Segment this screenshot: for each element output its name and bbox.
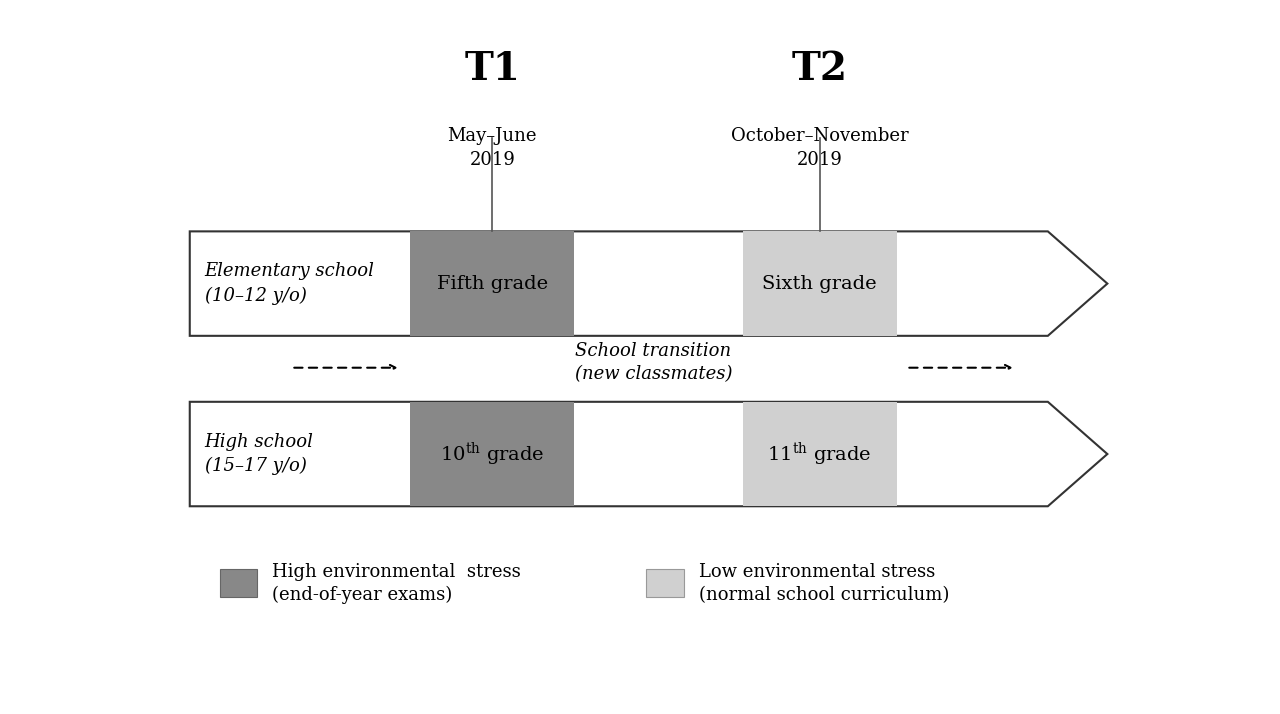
Text: Fifth grade: Fifth grade: [436, 275, 548, 293]
Text: High school
(15–17 y/o): High school (15–17 y/o): [205, 433, 314, 476]
Bar: [411, 231, 575, 336]
Text: Sixth grade: Sixth grade: [763, 275, 877, 293]
Text: October–November
2019: October–November 2019: [731, 127, 909, 169]
Bar: [742, 231, 896, 336]
Text: High environmental  stress
(end-of-year exams): High environmental stress (end-of-year e…: [273, 563, 521, 604]
Text: School transition
(new classmates): School transition (new classmates): [575, 342, 732, 383]
Text: 11$^{\mathregular{th}}$ grade: 11$^{\mathregular{th}}$ grade: [768, 440, 872, 468]
Bar: [220, 570, 257, 597]
Text: Elementary school
(10–12 y/o): Elementary school (10–12 y/o): [205, 262, 375, 305]
Polygon shape: [189, 402, 1107, 506]
Bar: [646, 570, 684, 597]
Bar: [411, 402, 575, 506]
Text: T1: T1: [465, 51, 520, 89]
Text: Low environmental stress
(normal school curriculum): Low environmental stress (normal school …: [699, 563, 948, 603]
Text: 10$^{\mathregular{th}}$ grade: 10$^{\mathregular{th}}$ grade: [440, 440, 544, 468]
Text: May–June
2019: May–June 2019: [448, 127, 538, 169]
Bar: [742, 402, 896, 506]
Text: T2: T2: [791, 51, 847, 89]
Polygon shape: [189, 231, 1107, 336]
